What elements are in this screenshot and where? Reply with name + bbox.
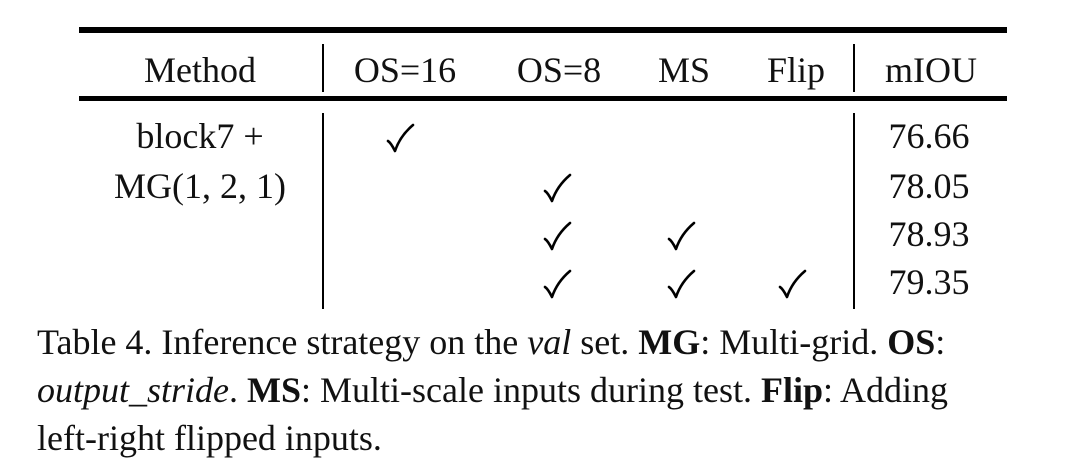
header-flip: Flip — [766, 50, 826, 90]
caption-os-bold: OS — [887, 322, 936, 362]
method-column-divider-body — [322, 113, 324, 309]
header-ms: MS — [657, 50, 711, 90]
caption-l1-part-c: : Multi-grid. — [700, 322, 888, 362]
caption-line-3: left-right flipped inputs. — [37, 418, 382, 458]
check-icon-row3-os8 — [542, 220, 572, 254]
caption-line-1: Table 4. Inference strategy on the val s… — [37, 318, 1057, 366]
results-table: Method OS=16 OS=8 MS Flip mIOU block7 + … — [79, 27, 1007, 310]
method-column-divider — [322, 44, 324, 92]
header-method: Method — [144, 50, 256, 90]
miou-value-row3: 78.93 — [888, 214, 970, 254]
table-caption: Table 4. Inference strategy on the val s… — [37, 318, 1057, 462]
caption-ms-bold: MS — [247, 370, 302, 410]
check-icon-row3-ms — [666, 220, 696, 254]
caption-output-stride-italic: output_stride — [37, 370, 230, 410]
caption-l1-part-d: : — [935, 322, 946, 362]
caption-mg-bold: MG — [638, 322, 701, 362]
caption-l1-part-b: set. — [571, 322, 639, 362]
check-icon-row4-os8 — [542, 268, 572, 302]
miou-value-row4: 79.35 — [888, 262, 970, 302]
method-cell-line2: MG(1, 2, 1) — [114, 166, 286, 206]
header-miou: mIOU — [885, 50, 977, 90]
caption-l1-part-a: Table 4. Inference strategy on the — [37, 322, 528, 362]
caption-l2-part-c: : Adding — [822, 370, 948, 410]
caption-val-italic: val — [527, 322, 572, 362]
miou-column-divider-body — [853, 113, 855, 309]
caption-flip-bold: Flip — [760, 370, 823, 410]
check-icon-row1-os16 — [385, 122, 415, 156]
caption-l2-part-b: : Multi-scale inputs during test. — [301, 370, 761, 410]
caption-line-2: output_stride. MS: Multi-scale inputs du… — [37, 366, 1057, 414]
table-top-rule — [79, 27, 1007, 33]
check-icon-row4-ms — [666, 268, 696, 302]
caption-l2-part-a: . — [229, 370, 248, 410]
check-icon-row4-flip — [777, 268, 807, 302]
header-os16: OS=16 — [353, 50, 457, 90]
header-os8: OS=8 — [516, 50, 602, 90]
miou-value-row2: 78.05 — [888, 166, 970, 206]
check-icon-row2-os8 — [542, 172, 572, 206]
method-cell-line1: block7 + — [136, 116, 264, 156]
miou-value-row1: 76.66 — [888, 116, 970, 156]
miou-column-divider — [853, 44, 855, 92]
table-header-rule — [79, 96, 1007, 101]
